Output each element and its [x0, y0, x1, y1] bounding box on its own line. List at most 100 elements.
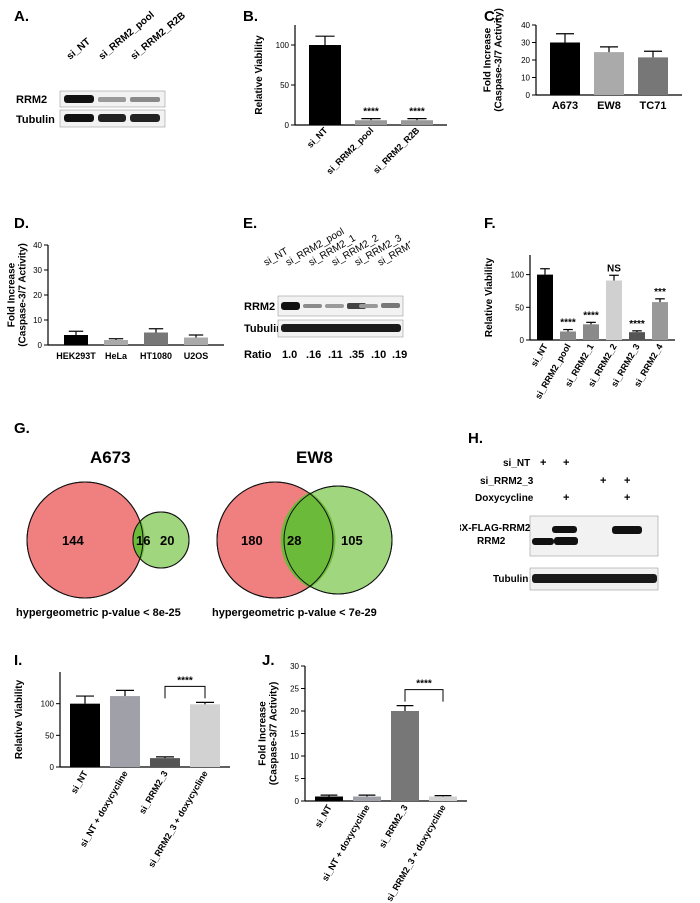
- row-label: RRM2: [16, 94, 47, 106]
- y-tick-label: 30: [33, 266, 42, 275]
- panel-e-blot: si_NT si_RRM2_pool si_RRM2_1 si_RRM2_2 s…: [244, 226, 410, 361]
- y-axis-label: (Caspase-3/7 Activity): [269, 682, 280, 786]
- blot-band: [130, 97, 160, 102]
- x-tick-label: U2OS: [184, 351, 209, 361]
- panel-label-c: C.: [484, 8, 499, 25]
- bar: [315, 796, 343, 801]
- y-tick-label: 0: [50, 763, 55, 772]
- ratio-value: .11: [328, 349, 343, 361]
- y-axis-label: (Caspase-3/7 Activity): [494, 8, 505, 112]
- chart-c: 0 10 20 30 40 Fold Increase (Caspase-3/7 Activ…: [483, 8, 682, 112]
- y-tick-label: 15: [290, 730, 299, 739]
- panel-label-b: B.: [243, 8, 258, 25]
- bar: [537, 274, 553, 340]
- panel-label-j: J.: [262, 652, 275, 669]
- bar: [401, 120, 433, 125]
- significance-bracket: [164, 685, 206, 699]
- y-tick-label: 100: [276, 41, 290, 50]
- y-tick-label: 0: [285, 121, 290, 130]
- y-axis-label: (Caspase-3/7 Activity): [18, 243, 29, 347]
- venn-left-count: 144: [62, 533, 84, 548]
- y-tick-label: 50: [515, 303, 524, 312]
- blot-band: [64, 114, 94, 122]
- bar: [594, 52, 624, 95]
- significance-label: ****: [560, 318, 576, 329]
- significance-label: ****: [583, 310, 599, 321]
- y-tick-label: 100: [41, 700, 55, 709]
- y-tick-label: 100: [511, 271, 525, 280]
- venn-title: EW8: [296, 448, 333, 467]
- bar: [560, 331, 576, 340]
- bar: [190, 704, 220, 767]
- venn-circle: [26, 481, 144, 599]
- y-tick-label: 10: [33, 316, 42, 325]
- blot-band: [130, 114, 160, 122]
- significance-bracket: [404, 689, 444, 702]
- bar: [606, 280, 622, 340]
- panel-g-venns: A673 144 16 20 hypergeometric p-value < …: [16, 448, 393, 619]
- y-tick-label: 50: [45, 731, 54, 740]
- bar: [355, 120, 387, 125]
- panel-a-blot: si_NT si_RRM2_pool si_RRM2_R2B RRM2 Tubu…: [16, 9, 188, 128]
- x-tick-label: si_NT: [313, 803, 334, 830]
- bar: [309, 45, 341, 125]
- bar: [583, 324, 599, 340]
- venn-right-count: 105: [341, 533, 363, 548]
- blot-band: [303, 304, 322, 308]
- blot-band: [98, 114, 126, 122]
- ratio-value: .35: [349, 349, 364, 361]
- x-tick-label: si_RRM2_3: [377, 803, 410, 850]
- blot-band: [64, 95, 94, 103]
- blot-band: [532, 538, 554, 545]
- y-axis-label: Fold Increase: [7, 262, 18, 327]
- plus-sign: +: [563, 492, 569, 504]
- panel-label-i: I.: [14, 652, 23, 669]
- x-tick-label: HT1080: [140, 351, 172, 361]
- venn-caption: hypergeometric p-value < 7e-29: [212, 607, 377, 619]
- y-axis-label: Fold Increase: [258, 701, 269, 766]
- blot-band: [281, 302, 300, 310]
- chart-j: 0 5 10 15 20 25 30 Fold Increase (Caspase-3/7 Ac…: [258, 662, 467, 903]
- panel-label-h: H.: [468, 430, 483, 447]
- blot-band: [532, 574, 657, 583]
- condition-label: si_RRM2_3: [480, 476, 534, 487]
- bar: [550, 42, 580, 95]
- ratio-value: .16: [306, 349, 321, 361]
- y-tick-label: 20: [33, 291, 42, 300]
- condition-label: Doxycycline: [475, 493, 534, 504]
- blot-band: [359, 304, 378, 308]
- venn-caption: hypergeometric p-value < 8e-25: [16, 607, 181, 619]
- panel-label-e: E.: [243, 215, 258, 232]
- y-tick-label: 0: [526, 91, 531, 100]
- blot-band: [98, 97, 126, 102]
- plus-sign: +: [540, 457, 546, 469]
- y-axis-label: Relative Viability: [14, 679, 25, 759]
- bar: [144, 332, 168, 345]
- chart-b: 0 50 100 Relative Viability si_NT **** si_RRM2…: [254, 25, 447, 176]
- significance-label: ****: [363, 107, 379, 118]
- y-axis-label: Relative Viability: [254, 35, 265, 115]
- venn-overlap: [280, 492, 336, 588]
- venn-overlap-count: 16: [136, 533, 150, 548]
- band-label: Tubulin: [493, 574, 528, 585]
- bar: [638, 57, 668, 95]
- y-tick-label: 20: [290, 707, 299, 716]
- significance-label: NS: [607, 263, 621, 274]
- bar: [629, 332, 645, 340]
- x-tick-label: si_NT: [305, 125, 330, 150]
- panel-label-d: D.: [14, 215, 29, 232]
- x-tick-label: si_RRM2_R2B: [371, 125, 422, 176]
- band-label: 3X-FLAG-RRM2: [460, 523, 531, 534]
- y-axis-label: Relative Viability: [484, 257, 495, 337]
- y-tick-label: 20: [521, 56, 530, 65]
- significance-label: ***: [654, 287, 666, 298]
- blot-band: [381, 303, 400, 308]
- significance-label: ****: [629, 319, 645, 330]
- bar: [391, 711, 419, 801]
- x-tick-label: TC71: [640, 100, 667, 112]
- lane-label: si_RRM2_pool: [97, 9, 157, 62]
- x-tick-label: si_RRM2_pool: [324, 125, 375, 176]
- plus-sign: +: [624, 475, 630, 487]
- y-tick-label: 25: [290, 685, 299, 694]
